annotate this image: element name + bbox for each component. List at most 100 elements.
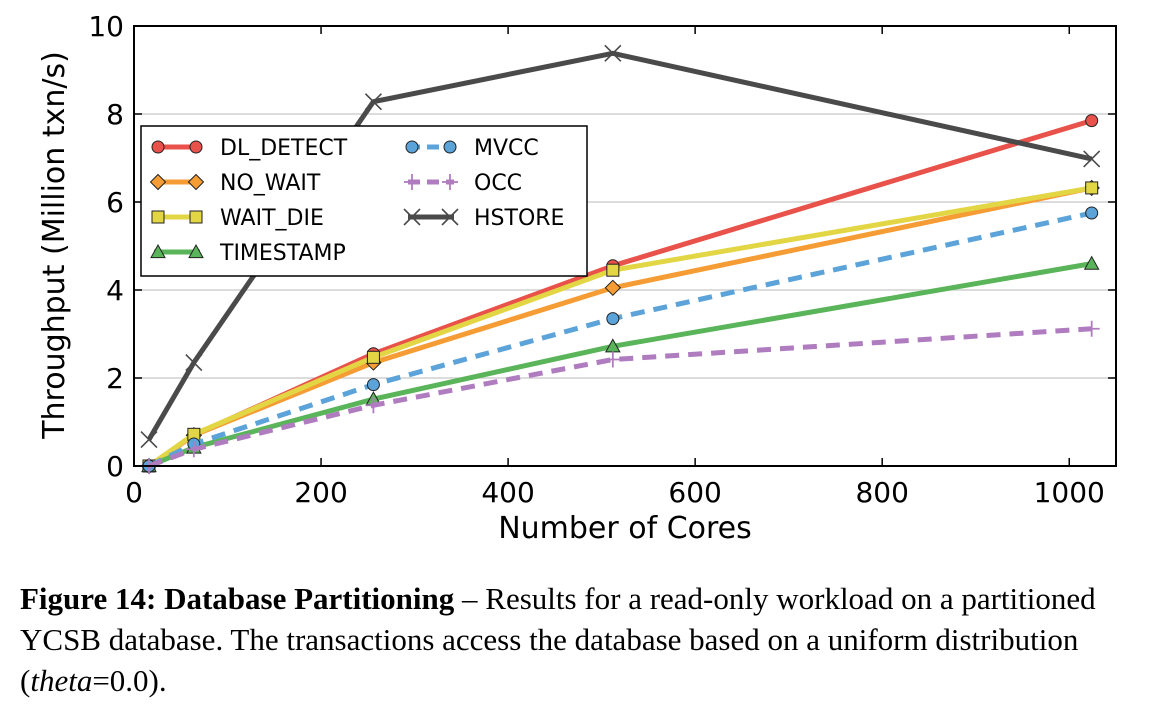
data-point-occ: [185, 441, 202, 458]
caption-text-end: =0.0).: [92, 663, 167, 698]
data-point-mvcc: [1085, 206, 1099, 220]
marker-circle: [366, 378, 380, 392]
marker-circle: [1085, 206, 1099, 220]
caption-label: Figure 14:: [20, 581, 157, 616]
marker-circle: [151, 140, 165, 154]
data-point-occ: [365, 397, 382, 414]
legend: DL_DETECT NO_WAIT WAIT_DIE TIMESTAMP MVCC OCC…: [140, 125, 588, 277]
y-tick-label: 2: [106, 362, 124, 395]
legend-item-timestamp: TIMESTAMP: [150, 241, 346, 266]
marker-square: [151, 210, 165, 224]
legend-item-mvcc: MVCC: [405, 136, 539, 161]
legend-marker: [441, 208, 459, 226]
figure-caption: Figure 14: Database Partitioning – Resul…: [20, 578, 1140, 701]
x-tick-label: 200: [294, 476, 347, 509]
marker-x-b: [403, 208, 421, 226]
legend-marker: [151, 210, 165, 224]
series-timestamp: [141, 255, 1100, 473]
marker-circle: [443, 140, 457, 154]
legend-label: TIMESTAMP: [219, 241, 346, 266]
data-point-no-wait: [604, 279, 622, 297]
marker-square: [606, 263, 620, 277]
legend-marker: [189, 210, 203, 224]
data-point-occ: [604, 351, 621, 368]
data-point-dl-detect: [1085, 114, 1099, 128]
legend-marker: [187, 173, 205, 191]
legend-item-wait-die: WAIT_DIE: [151, 206, 324, 231]
legend-marker: [403, 208, 421, 226]
data-point-wait-die: [366, 350, 380, 364]
marker-x-b: [364, 93, 382, 111]
marker-square: [189, 210, 203, 224]
legend-label: MVCC: [474, 136, 539, 161]
marker-circle: [189, 140, 203, 154]
legend-marker: [151, 140, 165, 154]
legend-marker: [149, 173, 167, 191]
data-point-hstore: [364, 93, 382, 111]
legend-item-no-wait: NO_WAIT: [149, 171, 321, 196]
marker-circle: [606, 312, 620, 326]
data-point-hstore: [1083, 150, 1101, 168]
y-tick-label: 6: [106, 186, 124, 219]
data-point-mvcc: [606, 312, 620, 326]
x-tick-label: 1000: [1034, 476, 1105, 509]
marker-x-b: [140, 431, 158, 449]
legend-marker: [189, 140, 203, 154]
marker-triangle: [188, 243, 204, 259]
marker-diamond: [604, 279, 622, 297]
axis-ticks: 0 2 4 6 8 10 0 200 400 600 800 1000: [88, 10, 1116, 509]
caption-text: – Results for a read-only workload on a …: [20, 581, 1096, 698]
series-line-timestamp: [148, 261, 1093, 469]
legend-label: WAIT_DIE: [220, 206, 324, 231]
caption-title: Database Partitioning: [164, 581, 455, 616]
marker-circle: [1085, 114, 1099, 128]
marker-triangle: [150, 243, 166, 259]
legend-item-occ: OCC: [404, 171, 522, 196]
x-tick-label: 400: [481, 476, 534, 509]
y-tick-label: 4: [106, 274, 124, 307]
marker-square: [366, 350, 380, 364]
data-point-timestamp: [1083, 255, 1100, 270]
marker-diamond: [149, 173, 167, 191]
x-axis-title: Number of Cores: [498, 511, 752, 546]
data-point-wait-die: [606, 263, 620, 277]
x-tick-label: 800: [855, 476, 908, 509]
x-tick-label: 600: [668, 476, 721, 509]
y-tick-label: 0: [106, 450, 124, 483]
legend-marker: [404, 174, 420, 190]
data-point-hstore: [140, 431, 158, 449]
legend-label: NO_WAIT: [220, 171, 321, 196]
plot-frame: [133, 25, 1117, 467]
plot-border: [133, 25, 1117, 467]
legend-marker: [150, 243, 166, 259]
legend-item-dl-detect: DL_DETECT: [151, 136, 348, 161]
marker-x-b: [1083, 150, 1101, 168]
legend-marker: [405, 140, 419, 154]
marker-square: [1085, 181, 1099, 195]
marker-circle: [405, 140, 419, 154]
legend-box: [140, 125, 588, 277]
marker-x-b: [441, 208, 459, 226]
y-axis-title: Throughput (Million txn/s): [37, 51, 72, 440]
series-hstore: [140, 44, 1101, 449]
data-point-wait-die: [1085, 181, 1099, 195]
legend-label: HSTORE: [474, 206, 564, 231]
data-point-occ: [1083, 320, 1100, 337]
caption-theta: theta: [30, 663, 93, 698]
y-tick-label: 8: [106, 98, 124, 131]
y-tick-label: 10: [88, 10, 124, 43]
marker-x-b: [604, 44, 622, 62]
legend-item-hstore: HSTORE: [403, 206, 564, 231]
legend-marker: [443, 140, 457, 154]
series-lines: [140, 44, 1101, 475]
legend-marker: [442, 174, 458, 190]
series-occ: [140, 320, 1100, 474]
marker-triangle: [1083, 255, 1100, 270]
marker-x-b: [185, 354, 203, 372]
line-chart: 0 2 4 6 8 10 0 200 400 600 800 1000 Number of Cores…: [37, 10, 1117, 546]
data-point-hstore: [604, 44, 622, 62]
data-point-mvcc: [366, 378, 380, 392]
data-point-hstore: [185, 354, 203, 372]
x-tick-label: 0: [125, 476, 143, 509]
